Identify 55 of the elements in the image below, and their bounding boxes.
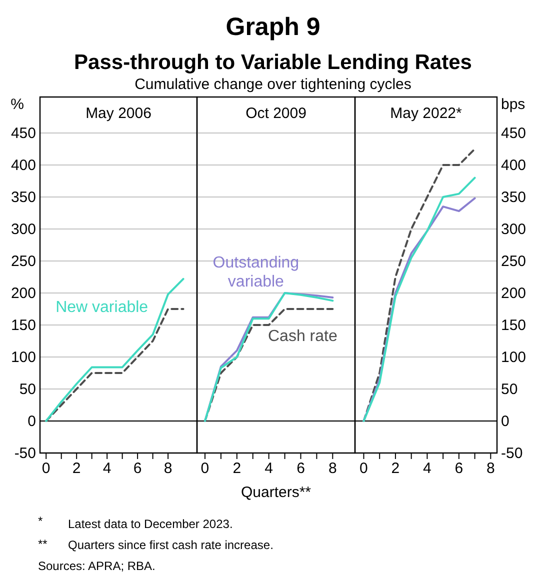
legend-title: May 2006: [86, 105, 152, 122]
y2-tick-label: 200: [501, 285, 526, 302]
y-tick-label: 200: [10, 285, 36, 302]
x-tick-label: 4: [423, 460, 432, 477]
x-tick-label: 6: [454, 460, 464, 477]
x-tick-label: 4: [102, 460, 112, 477]
x-tick-label: 4: [264, 460, 273, 477]
y2-tick-label: 0: [501, 413, 510, 430]
x-tick-label: 0: [360, 460, 368, 477]
text: Cumulative change over tightening cycles: [134, 76, 412, 93]
x-tick-label: 0: [200, 460, 210, 477]
y-tick-label: 0: [28, 413, 36, 430]
series-label: Cash rate: [268, 328, 338, 345]
y-tick-label: -50: [14, 445, 36, 462]
y2-tick-label: 300: [501, 221, 526, 238]
text: **: [38, 537, 48, 551]
series-label: New variable: [56, 299, 148, 316]
legend-title: May 2022*: [390, 105, 462, 122]
y2-tick-label: 400: [501, 157, 526, 174]
legend-title: Oct 2009: [246, 105, 306, 122]
x-tick-label: 0: [42, 460, 50, 477]
y2-tick-label: 150: [501, 317, 526, 334]
y-tick-label: 150: [10, 317, 36, 334]
y-tick-label: 50: [19, 381, 36, 398]
y2-axis-title: bps: [501, 96, 526, 113]
x-tick-label: 2: [391, 460, 400, 477]
y-tick-label: 450: [10, 125, 36, 142]
text: *: [38, 514, 43, 528]
series-label: Outstanding variable: [212, 254, 300, 291]
x-tick-label: 2: [72, 460, 81, 477]
chart-subtitle: Pass-through to Variable Lending Rates: [74, 51, 472, 74]
y-tick-label: 300: [10, 221, 36, 238]
source-note: Sources: APRA; RBA.: [38, 559, 156, 573]
y2-tick-label: 50: [501, 381, 518, 398]
text: Quarters since first cash rate increase.: [68, 538, 274, 552]
y2-tick-label: -50: [501, 445, 523, 462]
y-tick-label: 100: [10, 349, 36, 366]
y-tick-label: 400: [10, 157, 36, 174]
y-tick-label: 250: [10, 253, 36, 270]
y2-tick-label: 450: [501, 125, 526, 142]
x-tick-label: 6: [133, 460, 142, 477]
y2-tick-label: 350: [501, 189, 526, 206]
y-tick-label: 350: [10, 189, 36, 206]
x-tick-label: 8: [486, 460, 495, 477]
y-axis-title: %: [10, 96, 24, 113]
x-tick-label: 6: [296, 460, 305, 477]
x-tick-label: 8: [164, 460, 172, 477]
x-axis-title: Quarters**: [240, 484, 312, 501]
x-tick-label: 2: [232, 460, 242, 477]
x-tick-label: 8: [328, 460, 337, 477]
line-series: [45, 278, 184, 422]
text: Latest data to December 2023.: [68, 517, 233, 531]
chart-title: Graph 9: [226, 13, 320, 41]
y2-tick-label: 250: [501, 253, 526, 270]
y2-tick-label: 100: [501, 349, 526, 366]
